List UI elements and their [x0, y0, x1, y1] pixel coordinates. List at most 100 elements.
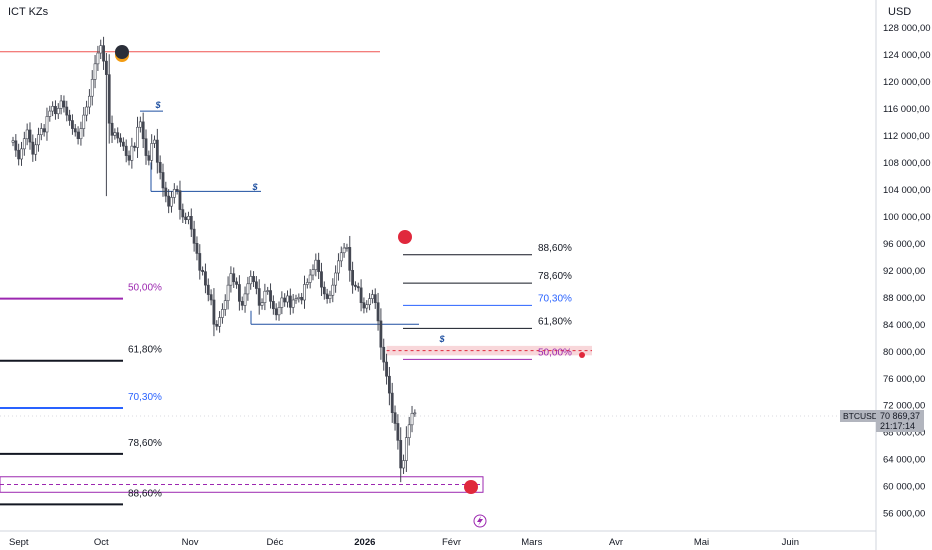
candle-body [240, 301, 244, 306]
candle-body [28, 129, 32, 143]
candle-body [201, 269, 205, 272]
x-tick-5: Févr [442, 537, 461, 548]
candle-body [138, 121, 142, 128]
x-tick-6: Mars [521, 537, 542, 548]
candle-body [102, 45, 105, 62]
candle-body [373, 294, 377, 303]
candle-body [167, 195, 171, 207]
candle-body [22, 138, 26, 150]
y-tick-3: 116 000,00 [883, 104, 930, 115]
candle-body [25, 129, 29, 140]
candle-body [11, 140, 15, 143]
candle-body [155, 139, 159, 163]
candle-body [260, 302, 264, 306]
labels-layer: $ $ $88,60% 78,60% 70,30% 61,80% 50,00% 50,00% 6… [128, 100, 572, 499]
candle-body [175, 189, 179, 191]
currency-label[interactable]: USD [888, 6, 912, 18]
candle-body [161, 172, 165, 189]
lower-zone-box [0, 476, 484, 493]
candle-body [331, 284, 335, 296]
candle-body [54, 106, 57, 115]
candle-body [274, 308, 278, 316]
candle-body [311, 269, 315, 276]
candle-body [212, 299, 216, 325]
y-tick-2: 120 000,00 [883, 77, 931, 88]
candle-body [286, 295, 289, 303]
candle-body [376, 302, 380, 322]
candle-body [322, 286, 326, 295]
candle-body [283, 297, 287, 303]
candle-body [42, 128, 46, 133]
liquidity-symbol-1: $ [154, 100, 161, 110]
candle-body [195, 243, 199, 254]
candle-body [229, 273, 233, 286]
candle-body [317, 259, 321, 272]
candle-body [396, 423, 400, 441]
candle-body [320, 271, 323, 288]
candle-body [79, 128, 83, 140]
candle-body [348, 247, 352, 271]
candle-body [263, 290, 267, 303]
candle-body [56, 108, 60, 115]
candle-body [300, 296, 304, 301]
candle-body [192, 228, 196, 244]
candle-body [305, 282, 309, 285]
candle-body [249, 276, 253, 285]
candle-body [144, 138, 148, 156]
x-tick-0: Sept [9, 537, 29, 548]
candle-body [351, 269, 355, 286]
candle-body [342, 247, 346, 254]
candle-body [59, 100, 63, 109]
candle-body [99, 45, 103, 54]
candle-body [407, 424, 411, 438]
candle-body [189, 216, 193, 230]
indicator-label[interactable]: ICT KZs [8, 6, 49, 18]
y-tick-15: 68 000,00 [883, 428, 925, 439]
candle-body [382, 346, 386, 363]
fib-lower-label-1: 50,00% [128, 283, 162, 294]
candle-body [153, 139, 156, 144]
candle-body [390, 392, 394, 413]
candle-body [181, 209, 185, 218]
markers-layer [115, 45, 585, 528]
fib-upper-label-4: 61,80% [538, 316, 572, 327]
candle-body [308, 274, 312, 283]
candle-body [269, 290, 272, 302]
candle-body [328, 294, 332, 299]
y-tick-8: 96 000,00 [883, 239, 925, 250]
candle-body [271, 301, 275, 310]
candle-body [45, 116, 49, 133]
candle-body [356, 286, 360, 289]
candle-body [150, 143, 154, 161]
candle-body [337, 260, 340, 274]
countdown-value: 21:17:14 [880, 421, 915, 431]
candle-body [116, 132, 120, 139]
candle-body [215, 323, 219, 327]
candle-body [147, 155, 151, 161]
candle-body [393, 412, 397, 424]
candle-body [71, 120, 74, 129]
fib-upper-label-5: 50,00% [538, 347, 572, 358]
candle-body [238, 284, 241, 302]
candle-body [187, 216, 190, 220]
candle-body [410, 413, 414, 426]
candle-body [184, 216, 188, 220]
candle-body [365, 304, 369, 309]
candle-body [119, 137, 122, 143]
candle-body [204, 271, 207, 286]
candle-body [121, 141, 125, 147]
candle-body [354, 284, 357, 287]
candle-body [170, 197, 173, 207]
y-tick-7: 100 000,00 [883, 212, 931, 223]
lightning-bolt-icon [477, 516, 483, 526]
last-price-badge [876, 410, 924, 432]
y-tick-16: 64 000,00 [883, 455, 925, 466]
candle-body [133, 145, 137, 148]
y-tick-12: 80 000,00 [883, 347, 925, 358]
price-axis: 128 000,00 124 000,00 120 000,00 116 000,00… [883, 23, 931, 520]
candle-body [339, 252, 343, 262]
candle-body [48, 110, 52, 117]
candle-body [68, 114, 72, 121]
